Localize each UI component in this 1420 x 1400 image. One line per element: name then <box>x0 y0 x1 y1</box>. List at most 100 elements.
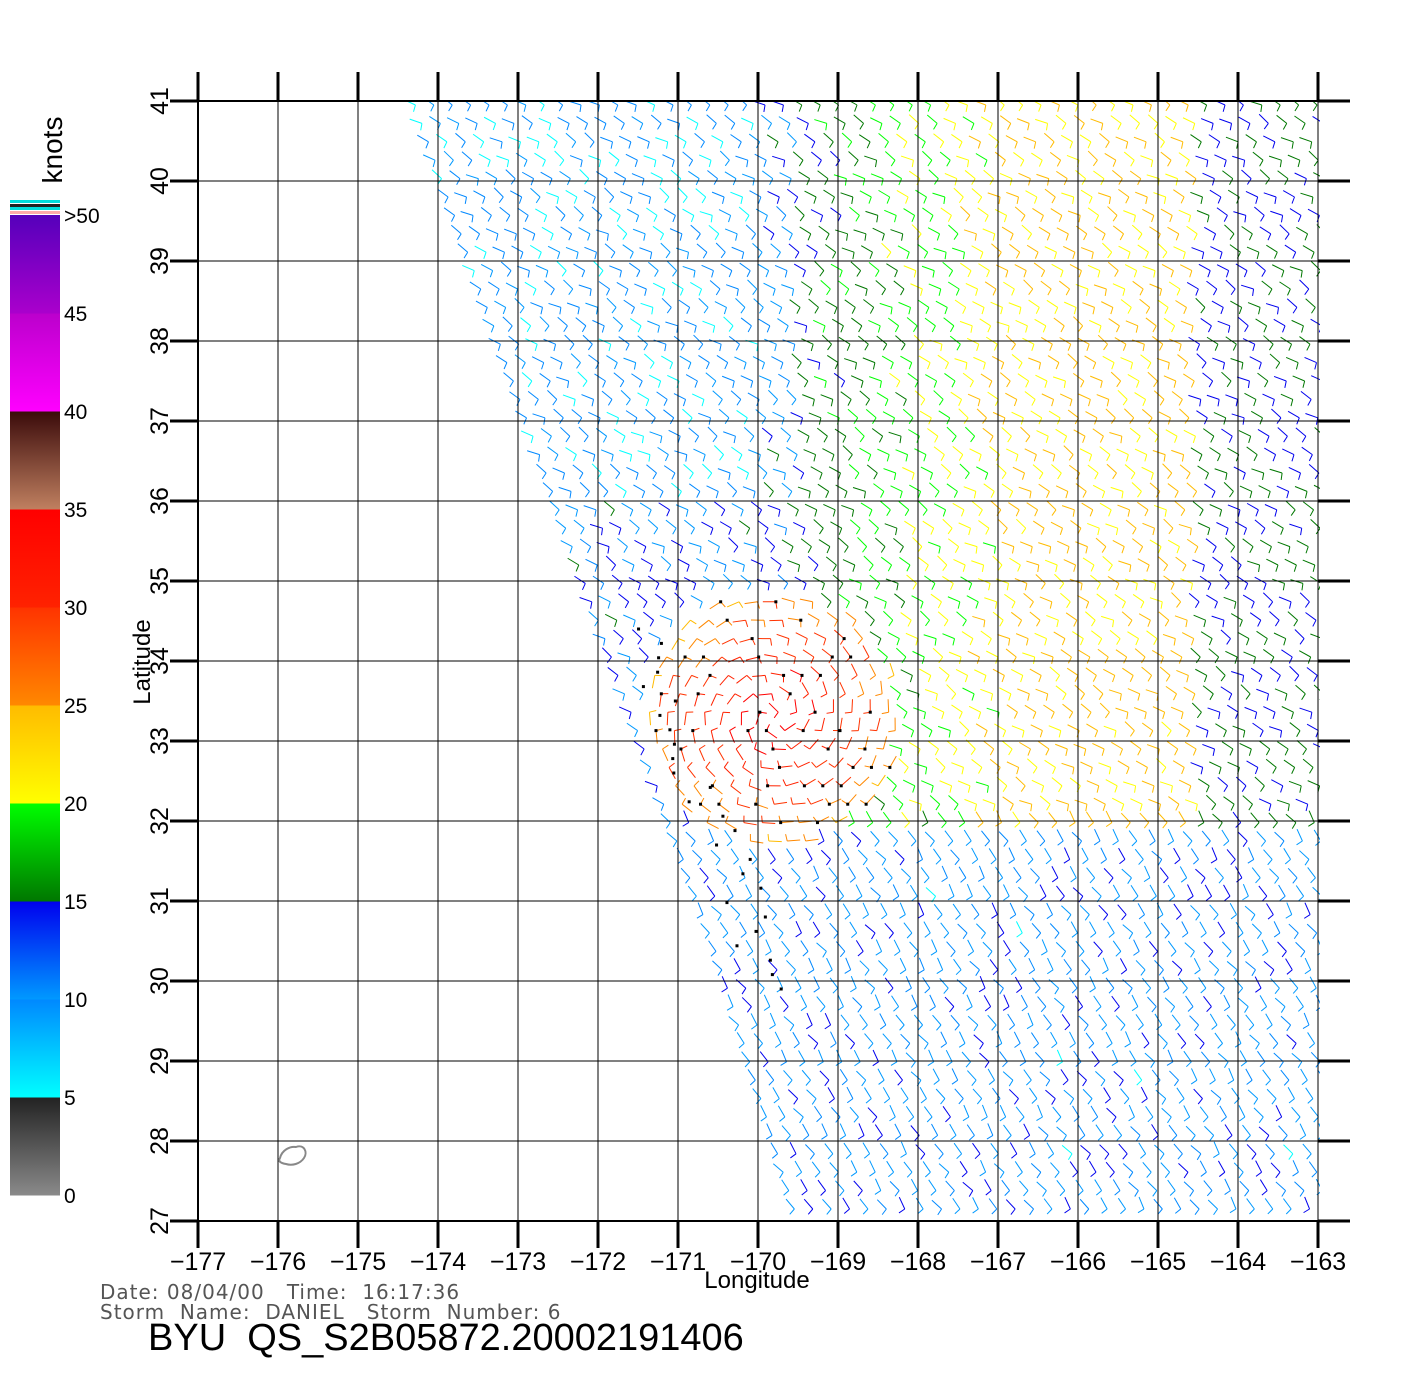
wind-vector-barb <box>1127 509 1131 517</box>
wind-vector-barb <box>862 1208 869 1215</box>
wind-vector-barb <box>1295 1116 1301 1123</box>
wind-vector-barb <box>981 1116 988 1122</box>
wind-vector <box>1288 923 1299 934</box>
wind-vector <box>711 191 725 198</box>
wind-vector <box>830 664 840 676</box>
wind-vector-barb <box>977 822 984 828</box>
wind-vector-barb <box>1059 528 1063 535</box>
wind-vector-barb <box>705 761 711 768</box>
wind-vector <box>1199 1106 1209 1118</box>
wind-vector <box>581 394 594 400</box>
wind-vector-barb <box>890 307 893 315</box>
wind-vector-barb <box>859 435 865 443</box>
wind-vector <box>907 830 917 842</box>
wind-vector-barb <box>1162 1043 1168 1050</box>
wind-vector-barb <box>886 454 890 462</box>
wind-vector <box>1174 500 1186 511</box>
wind-vector <box>690 224 701 235</box>
wind-vector <box>554 150 565 161</box>
wind-vector-barb <box>603 123 607 131</box>
wind-vector <box>1178 1162 1189 1173</box>
wind-vector-barb <box>1196 1153 1202 1161</box>
wind-vector <box>1305 298 1316 308</box>
wind-vector <box>613 629 624 639</box>
wind-vector <box>702 575 715 584</box>
wind-vector-barb <box>1286 969 1293 975</box>
wind-vector-barb <box>532 288 537 296</box>
wind-vector <box>792 1031 800 1044</box>
wind-vector <box>557 316 568 327</box>
wind-vector <box>823 132 834 143</box>
wind-vector-barb <box>701 196 707 204</box>
wind-vector-barb <box>1227 1079 1234 1085</box>
wind-vector <box>830 1107 841 1118</box>
wind-vector <box>515 410 527 419</box>
wind-vector <box>1071 831 1082 842</box>
wind-vector-barb <box>1014 141 1018 149</box>
wind-vector <box>952 1197 961 1210</box>
wind-vector-barb <box>752 178 755 186</box>
wind-vector-barb <box>1255 1171 1262 1177</box>
wind-vector <box>1174 615 1188 621</box>
wind-vector-barb <box>1083 1024 1089 1032</box>
wind-vector <box>911 595 924 603</box>
wind-vector-barb <box>1079 1135 1086 1141</box>
wind-vector <box>705 372 717 382</box>
wind-vector <box>1163 317 1175 327</box>
wind-vector <box>1302 1143 1312 1155</box>
wind-vector-barb <box>1101 748 1105 756</box>
wind-vector <box>979 318 991 327</box>
wind-vector <box>958 1031 966 1044</box>
wind-vector <box>1112 1049 1119 1063</box>
wind-vector <box>485 171 498 180</box>
wind-vector-barb <box>697 859 703 866</box>
wind-vector <box>865 210 878 216</box>
wind-vector <box>522 227 535 235</box>
wind-vector-barb <box>922 509 928 516</box>
wind-vector <box>651 542 665 548</box>
wind-vector-barb <box>578 472 584 480</box>
wind-vector-barb <box>1120 969 1127 975</box>
wind-vector <box>1102 355 1115 364</box>
wind-vector <box>877 1068 885 1081</box>
wind-vector <box>1046 614 1059 621</box>
wind-vector <box>942 1106 951 1118</box>
wind-vector-barb <box>747 951 754 957</box>
wind-vector <box>1075 1179 1084 1191</box>
wind-vector-barb <box>1275 564 1279 572</box>
wind-vector <box>772 868 783 879</box>
wind-vector-barb <box>461 141 466 149</box>
wind-vector-barb <box>1035 987 1041 994</box>
wind-vector-barb <box>817 159 822 167</box>
wind-vector-barb <box>526 325 532 333</box>
wind-vector <box>1210 1089 1222 1099</box>
wind-vector-barb <box>757 251 763 259</box>
wind-vector <box>693 785 702 797</box>
wind-vector <box>1268 155 1282 161</box>
wind-vector <box>731 503 744 511</box>
wind-vector-barb <box>1226 951 1232 958</box>
wind-vector <box>1238 1105 1246 1118</box>
wind-vector <box>1053 317 1065 327</box>
wind-vector <box>1055 485 1069 492</box>
wind-vector-barb <box>795 987 802 993</box>
wind-vector-barb <box>1174 748 1179 756</box>
wind-vector-barb <box>607 546 610 554</box>
wind-vector <box>783 1070 793 1081</box>
wind-vector-barb <box>1195 804 1198 812</box>
wind-vector <box>923 634 937 640</box>
wind-vector-barb <box>1144 141 1147 149</box>
wind-vector-barb <box>543 215 548 223</box>
wind-vector-barb <box>1201 252 1205 260</box>
wind-vector-barb <box>702 509 707 517</box>
wind-vector <box>881 355 894 364</box>
wind-vector-barb <box>908 1116 915 1123</box>
wind-vector <box>1171 592 1182 603</box>
wind-vector-barb <box>859 123 864 130</box>
wind-vector-barb <box>1263 123 1269 130</box>
wind-vector-barb <box>1108 877 1114 884</box>
wind-vector <box>1111 741 1123 750</box>
wind-vector <box>1183 429 1196 437</box>
wind-vector <box>1202 743 1215 750</box>
wind-vector-barb <box>867 454 872 462</box>
